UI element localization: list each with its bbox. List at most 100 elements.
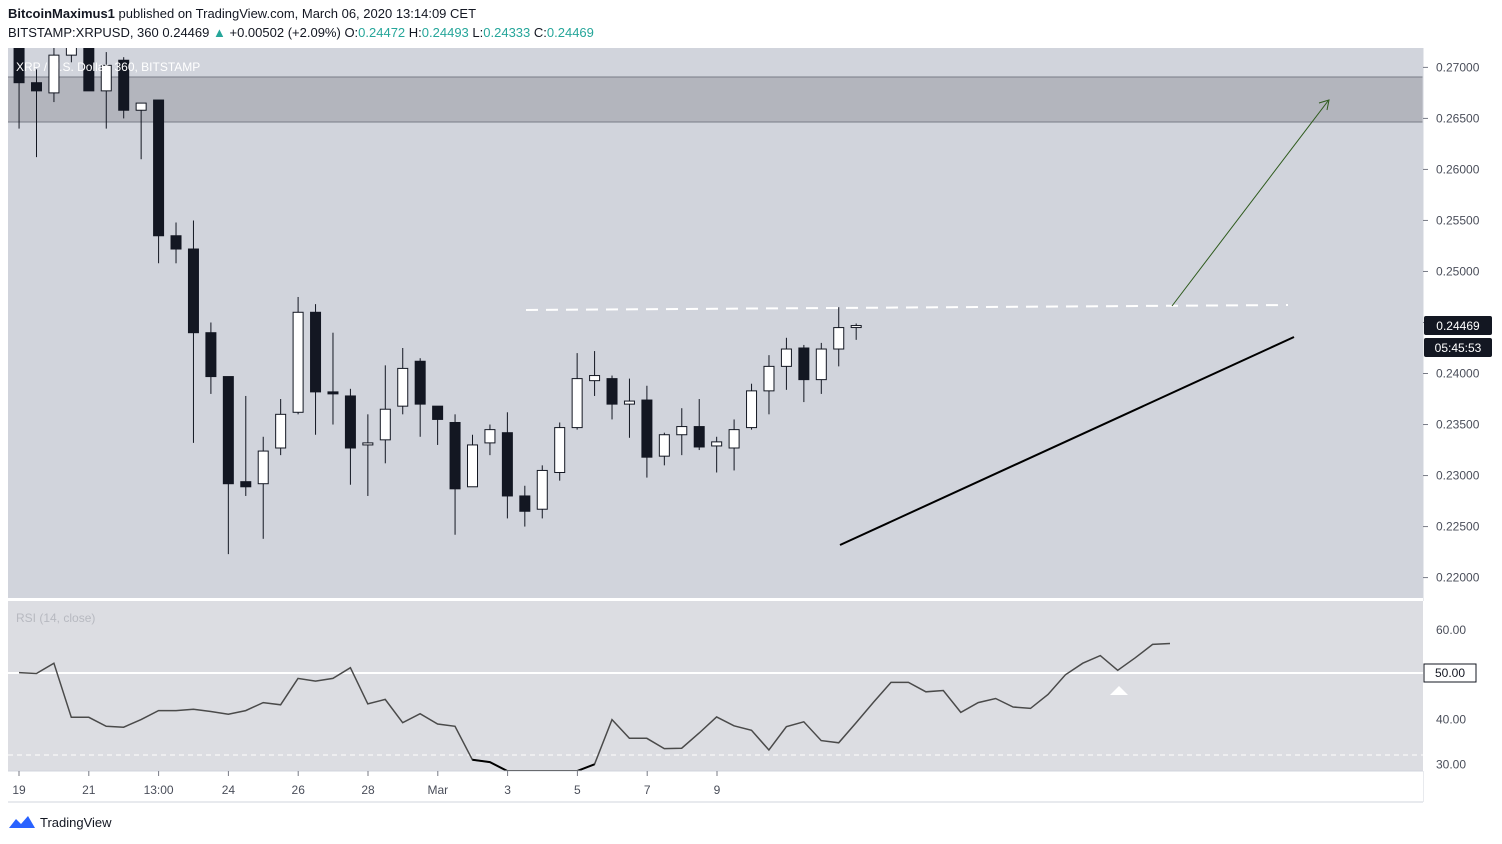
rsi-level-tag-text: 50.00 [1435,666,1465,680]
candle-bear [606,378,618,405]
candle-bull [571,378,583,429]
candle-bear [414,360,426,405]
rsi-title: RSI (14, close) [16,611,95,625]
candle-bear [153,99,165,237]
candle-bull [711,441,723,447]
candle-bull [65,48,77,56]
candle-bear [432,405,444,420]
price-tick-label: 0.22000 [1436,571,1480,585]
tradingview-brand: TradingView [40,814,112,830]
candle-bull [763,365,775,392]
high-label: H: [408,25,422,40]
rsi-oversold-segment [472,758,595,771]
open-value: 0.24472 [358,25,406,40]
price-tick-label: 0.25500 [1436,213,1480,227]
time-tick-label: 13:00 [144,783,174,797]
candle-bear [240,481,252,488]
publish-info: BitcoinMaximus1 published on TradingView… [8,6,476,21]
price-pane-bg [8,48,1423,598]
candle-bull [257,450,269,485]
time-axis-ticks: 19 21 13:00 24 26 28 Mar 3 5 7 9 [12,771,721,797]
candle-bear [327,391,339,395]
tradingview-logo[interactable]: TradingView [8,814,112,830]
candle-bear [693,426,705,448]
time-tick-label: 28 [361,783,375,797]
price-tick-label: 0.24000 [1436,367,1480,381]
candle-bull [780,348,792,367]
rsi-pane-bg [8,601,1423,771]
price-tick-label: 0.26500 [1436,111,1480,125]
candle-bear [501,432,513,497]
open-label: O: [344,25,359,40]
symbol-ohlc-bar: BITSTAMP:XRPUSD, 360 0.24469 ▲ +0.00502 … [8,25,594,40]
close-label: C: [533,25,547,40]
time-tick-label: 19 [12,783,26,797]
high-value: 0.24493 [421,25,469,40]
low-value: 0.24333 [483,25,531,40]
last-price-tag-text: 0.24469 [1436,319,1480,333]
rsi-axis-bg [1423,601,1502,771]
time-tick-label: 5 [574,783,581,797]
change-arrow-icon: ▲ [213,25,226,40]
time-tick-label: 7 [644,783,651,797]
candle-bull [536,469,548,510]
candle-bull [484,429,496,444]
rsi-level-tag [1423,663,1477,683]
candle-bull [48,54,60,94]
tradingview-logo-icon [9,816,35,828]
candle-bull [676,426,688,436]
candle-bear [641,399,653,458]
candle-bull [746,390,758,429]
candle-bull [292,311,304,413]
countdown-tag-text: 05:45:53 [1435,341,1482,355]
candle-bull [100,64,112,92]
candle-bear [83,48,95,92]
candle-bull [135,102,147,111]
candle-bear [31,82,42,92]
projection-arrow-head [1318,99,1330,111]
candle-bull [589,375,601,382]
rsi-tick-label: 30.00 [1436,757,1466,771]
last-price: 0.24469 [162,25,210,40]
time-axis-bg [8,771,1423,802]
price-tick-label: 0.26000 [1436,162,1480,176]
candle-bull [467,444,478,488]
time-tick-label: 26 [292,783,306,797]
price-pane-title: XRP / U.S. Dollar, 360, BITSTAMP [16,60,200,74]
candle-bull [658,434,670,457]
low-label: L: [472,25,484,40]
rsi-tick-label: 60.00 [1436,623,1466,637]
candle-bear [205,332,217,378]
candle-bull [275,413,287,449]
candle-bear [519,495,531,512]
last-price-tag [1424,316,1492,335]
candle-bull [833,327,845,350]
price-tick-label: 0.23000 [1436,469,1480,483]
pane-separator[interactable] [8,598,1423,601]
candle-bull [815,348,827,381]
candle-bear [222,376,234,485]
time-tick-label: 24 [222,783,236,797]
horizontal-resistance-line [525,304,1289,311]
candle-bull [850,325,862,329]
time-tick-label: Mar [427,783,448,797]
candle-bull [728,429,740,449]
price-tick-label: 0.25000 [1436,264,1480,278]
candle-bear [13,48,25,84]
candle-bull [397,367,409,407]
resistance-zone [8,77,1423,122]
candle-bear [187,248,199,334]
candle-bull [362,442,374,446]
time-tick-label: 9 [714,783,721,797]
rsi-breakout-marker-icon [1110,686,1128,695]
close-value: 0.24469 [546,25,594,40]
price-tick-label: 0.22500 [1436,520,1480,534]
time-tick-label: 21 [82,783,96,797]
published-text: published on TradingView.com, March 06, … [118,6,477,21]
author-name[interactable]: BitcoinMaximus1 [8,6,115,21]
rsi-tick-label: 40.00 [1436,713,1466,727]
change-value: +0.00502 (+2.09%) [229,25,341,40]
candle-bear [798,347,810,381]
countdown-tag [1424,338,1492,357]
